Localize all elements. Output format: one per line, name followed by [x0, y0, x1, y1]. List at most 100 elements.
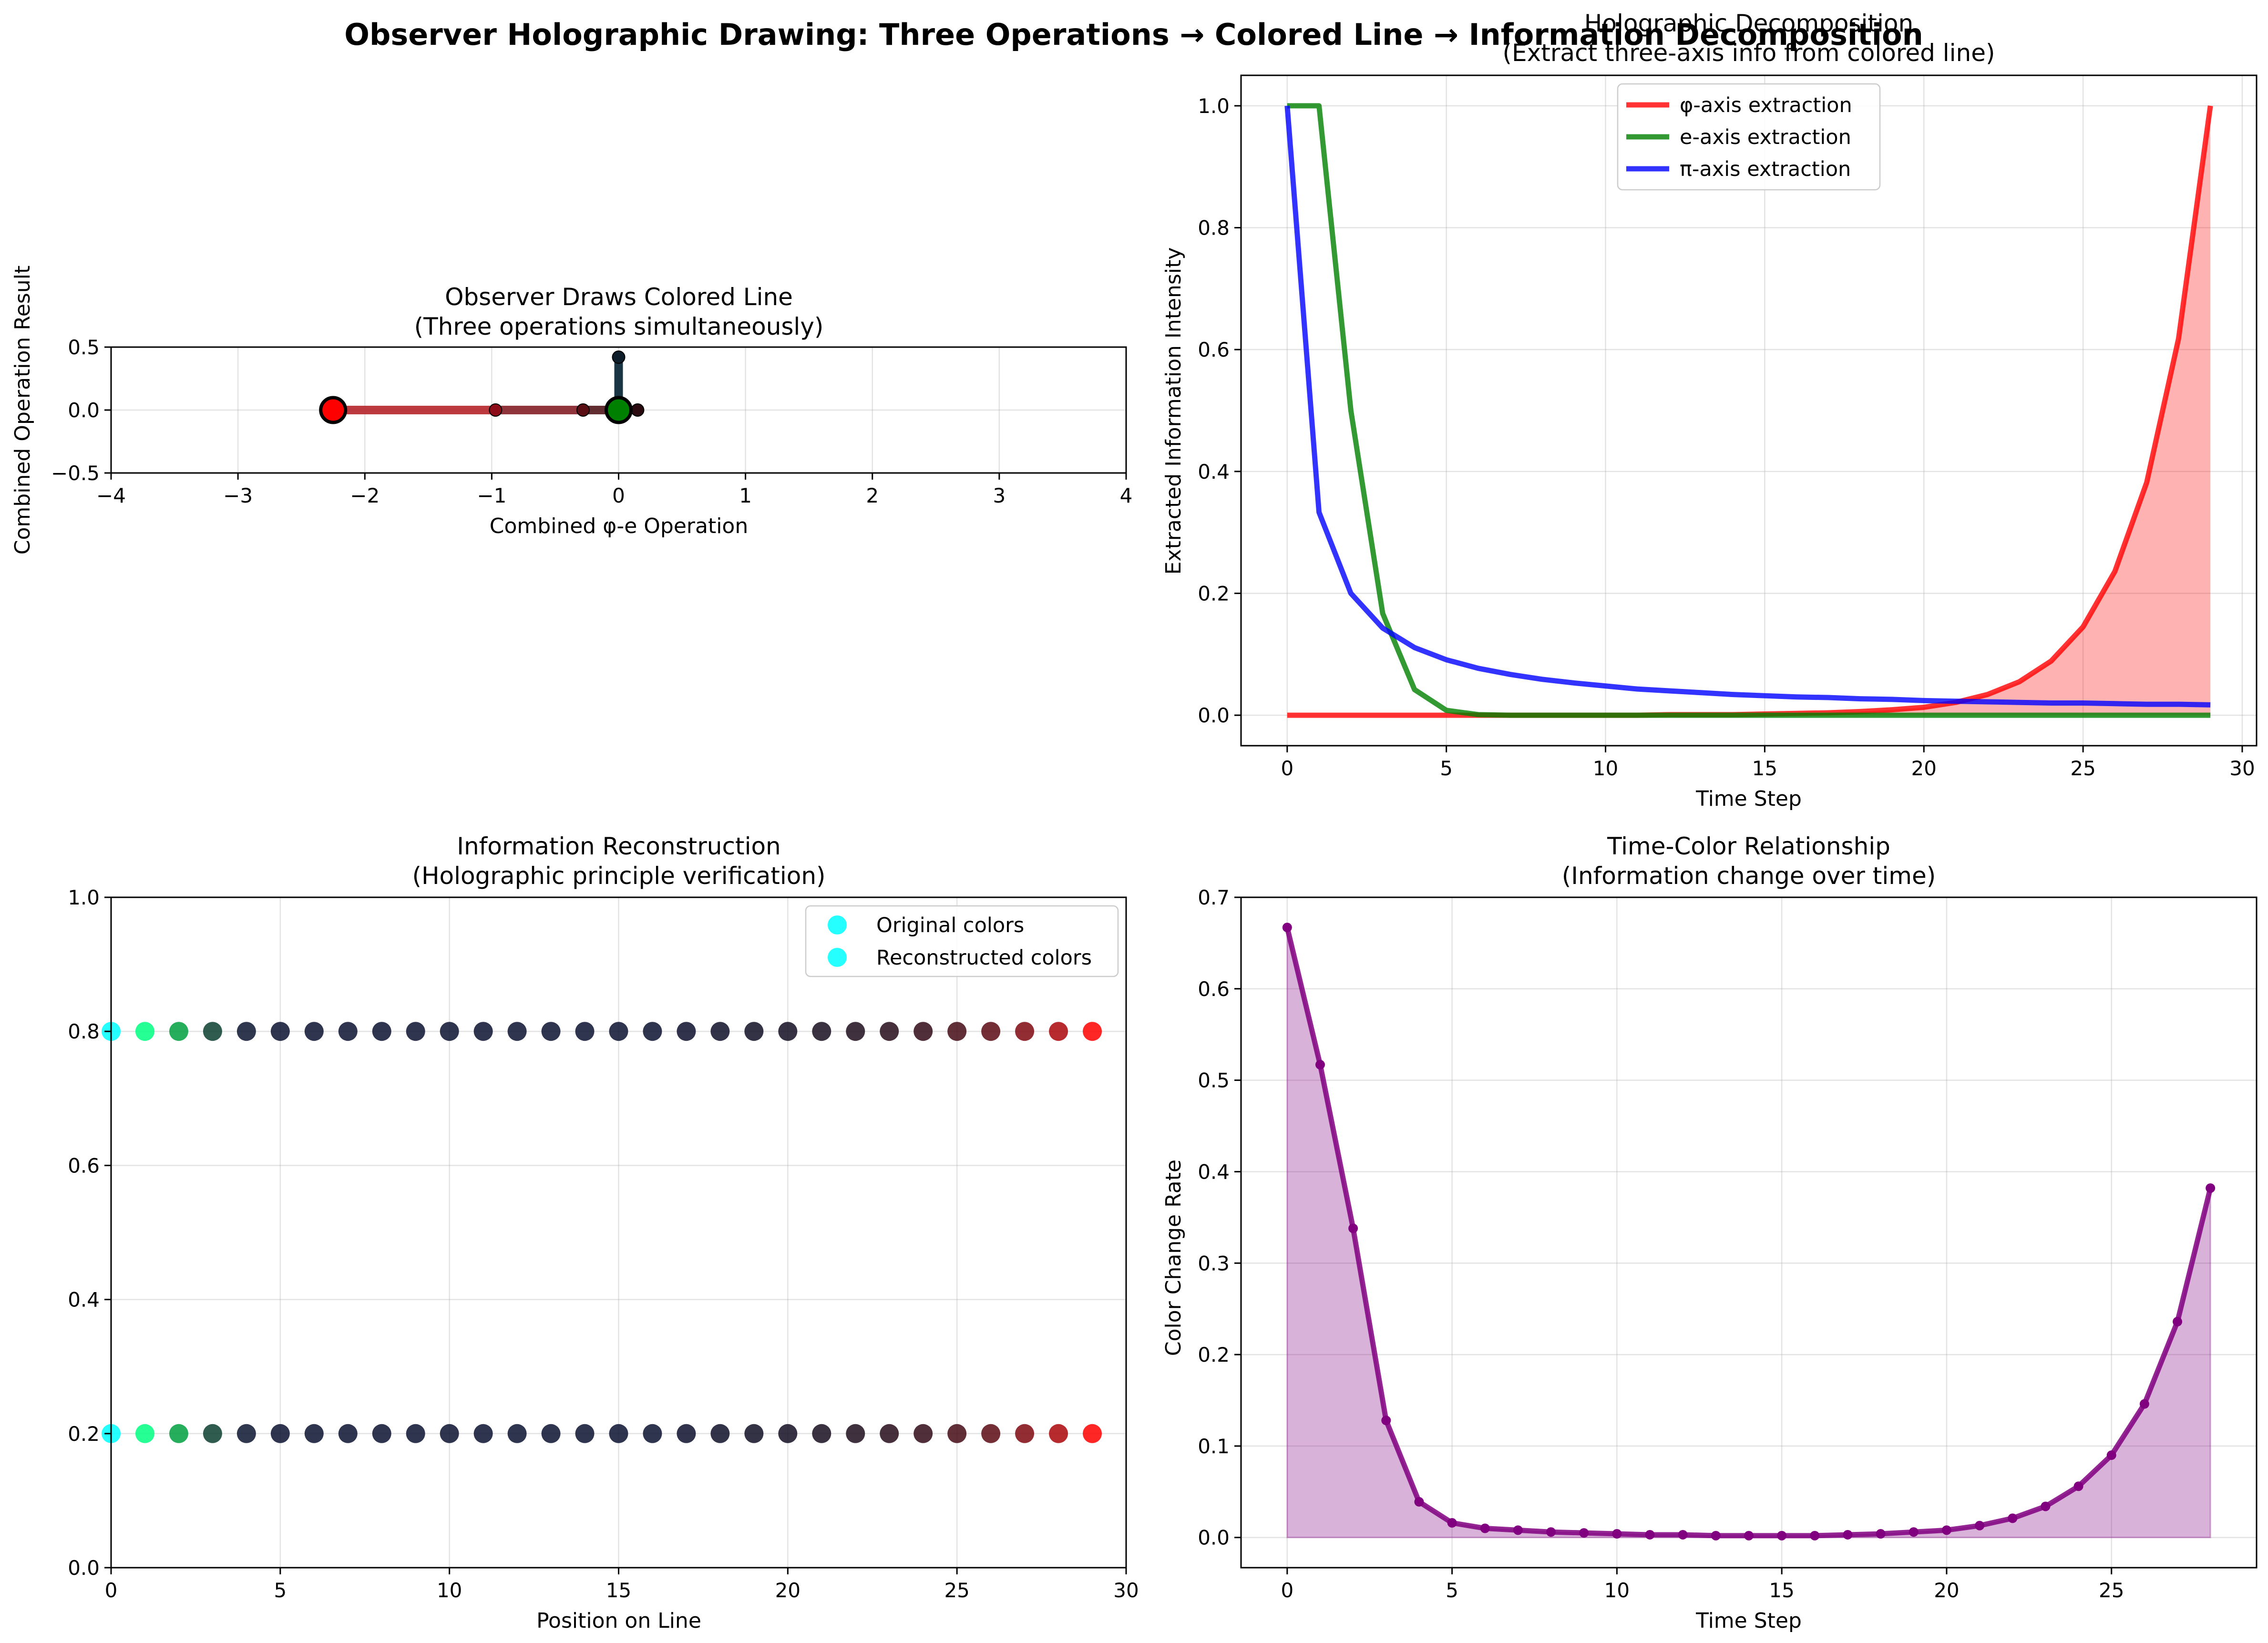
time-color-point [1282, 923, 1292, 933]
observer-point [489, 403, 503, 417]
time-color-point [2173, 1317, 2183, 1327]
reconstruction-point-reconstructed [372, 1424, 391, 1443]
time-color-ytick-label: 0.1 [1198, 1435, 1230, 1458]
observer-xtick-label: 1 [739, 484, 752, 507]
reconstruction-point-reconstructed [1015, 1424, 1035, 1443]
reconstruction-xtick-label: 30 [1113, 1579, 1139, 1602]
time-color-point [1975, 1520, 1985, 1530]
decomposition-chart-subtitle: (Extract three-axis info from colored li… [1503, 39, 1995, 67]
time-color-ytick-label: 0.5 [1198, 1069, 1230, 1092]
reconstruction-ytick-label: 0.8 [68, 1020, 100, 1043]
time-color-chart: Time-Color Relationship (Information cha… [1161, 832, 2258, 1633]
reconstruction-point-reconstructed [270, 1424, 290, 1443]
observer-xtick-label: −4 [96, 484, 126, 507]
reconstruction-ytick-label: 0.0 [68, 1556, 100, 1580]
reconstruction-xtick-label: 0 [105, 1579, 118, 1602]
decomposition-series-2-line [1284, 105, 2211, 708]
reconstruction-chart-subtitle: (Holographic principle verification) [412, 862, 825, 890]
decomposition-chart-ylabel: Extracted Information Intensity [1161, 247, 1186, 575]
decomposition-xtick-label: 30 [2229, 757, 2255, 780]
reconstruction-point-original [169, 1022, 188, 1041]
observer-ytick-label: −0.5 [51, 462, 100, 485]
reconstruction-point-reconstructed [609, 1424, 628, 1443]
reconstruction-point-original [947, 1022, 967, 1041]
decomposition-series-1-line [1287, 103, 2211, 718]
reconstruction-point-reconstructed [135, 1424, 154, 1443]
time-color-point [1810, 1530, 1820, 1540]
decomposition-chart-xlabel: Time Step [1695, 787, 1802, 811]
reconstruction-chart-title: Information Reconstruction [457, 832, 781, 860]
reconstruction-point-original [812, 1022, 831, 1041]
decomposition-xtick-label: 20 [1911, 757, 1937, 780]
time-color-point [2008, 1513, 2018, 1523]
reconstruction-point-original [1015, 1022, 1035, 1041]
reconstruction-xtick-label: 5 [274, 1579, 287, 1602]
observer-point [612, 350, 626, 364]
reconstruction-legend-swatch [828, 915, 847, 934]
observer-xtick-label: −1 [477, 484, 506, 507]
reconstruction-chart: Information Reconstruction (Holographic … [68, 832, 1139, 1633]
reconstruction-point-reconstructed [473, 1424, 493, 1443]
reconstruction-point-original [203, 1022, 222, 1041]
time-color-point [2206, 1183, 2216, 1193]
reconstruction-point-reconstructed [812, 1424, 831, 1443]
decomposition-xtick-label: 25 [2070, 757, 2095, 780]
reconstruction-point-reconstructed [507, 1424, 527, 1443]
time-color-point [1579, 1528, 1589, 1538]
time-color-point [1744, 1530, 1754, 1540]
time-color-point [1941, 1525, 1951, 1535]
reconstruction-point-reconstructed [406, 1424, 425, 1443]
time-color-xtick-label: 25 [2099, 1579, 2124, 1602]
time-color-point [1909, 1527, 1919, 1537]
time-color-point [1777, 1530, 1787, 1540]
time-color-point [1645, 1530, 1655, 1540]
time-color-xtick-label: 20 [1934, 1579, 1959, 1602]
reconstruction-point-reconstructed [744, 1424, 764, 1443]
observer-chart: Observer Draws Colored Line (Three opera… [10, 266, 1132, 555]
reconstruction-point-original [406, 1022, 425, 1041]
reconstruction-point-original [710, 1022, 730, 1041]
reconstruction-point-reconstructed [338, 1424, 358, 1443]
reconstruction-point-reconstructed [575, 1424, 595, 1443]
reconstruction-xtick-label: 10 [437, 1579, 462, 1602]
reconstruction-legend-swatch [828, 948, 847, 967]
reconstruction-point-reconstructed [236, 1424, 256, 1443]
time-color-point [1315, 1060, 1325, 1070]
time-color-point [1381, 1416, 1391, 1426]
reconstruction-point-original [1049, 1022, 1068, 1041]
time-color-chart-title: Time-Color Relationship [1607, 832, 1890, 860]
decomposition-xtick-label: 0 [1281, 757, 1293, 780]
observer-xtick-label: 3 [993, 484, 1006, 507]
reconstruction-point-reconstructed [710, 1424, 730, 1443]
time-color-ytick-label: 0.7 [1198, 886, 1230, 909]
time-color-point [2073, 1481, 2083, 1491]
observer-xtick-label: −3 [223, 484, 253, 507]
observer-xtick-label: 2 [866, 484, 879, 507]
decomposition-legend-label: π-axis extraction [1680, 157, 1851, 181]
reconstruction-point-original [338, 1022, 358, 1041]
time-color-xtick-label: 0 [1281, 1579, 1293, 1602]
time-color-point [1447, 1518, 1457, 1528]
time-color-point [1678, 1530, 1688, 1540]
decomposition-series-0-line [1287, 105, 2213, 718]
time-color-point [1711, 1530, 1721, 1540]
decomposition-chart-title: Holographic Decomposition [1584, 10, 1913, 37]
reconstruction-xtick-label: 20 [775, 1579, 800, 1602]
reconstruction-ytick-label: 1.0 [68, 886, 100, 909]
decomposition-legend [1617, 83, 1881, 191]
time-color-ytick-label: 0.6 [1198, 977, 1230, 1001]
reconstruction-point-reconstructed [1049, 1424, 1068, 1443]
observer-chart-xlabel: Combined φ-e Operation [490, 514, 748, 538]
time-color-chart-xlabel: Time Step [1695, 1609, 1802, 1633]
reconstruction-point-original [135, 1022, 154, 1041]
decomposition-ytick-label: 0.8 [1198, 216, 1230, 240]
reconstruction-legend [805, 905, 1119, 977]
reconstruction-point-reconstructed [1083, 1424, 1102, 1443]
reconstruction-xtick-label: 15 [606, 1579, 631, 1602]
time-color-point [1414, 1497, 1424, 1507]
observer-chart-ylabel: Combined Operation Result [10, 266, 35, 555]
reconstruction-xtick-label: 25 [944, 1579, 969, 1602]
reconstruction-point-original [270, 1022, 290, 1041]
reconstruction-point-reconstructed [947, 1424, 967, 1443]
reconstruction-point-reconstructed [541, 1424, 561, 1443]
